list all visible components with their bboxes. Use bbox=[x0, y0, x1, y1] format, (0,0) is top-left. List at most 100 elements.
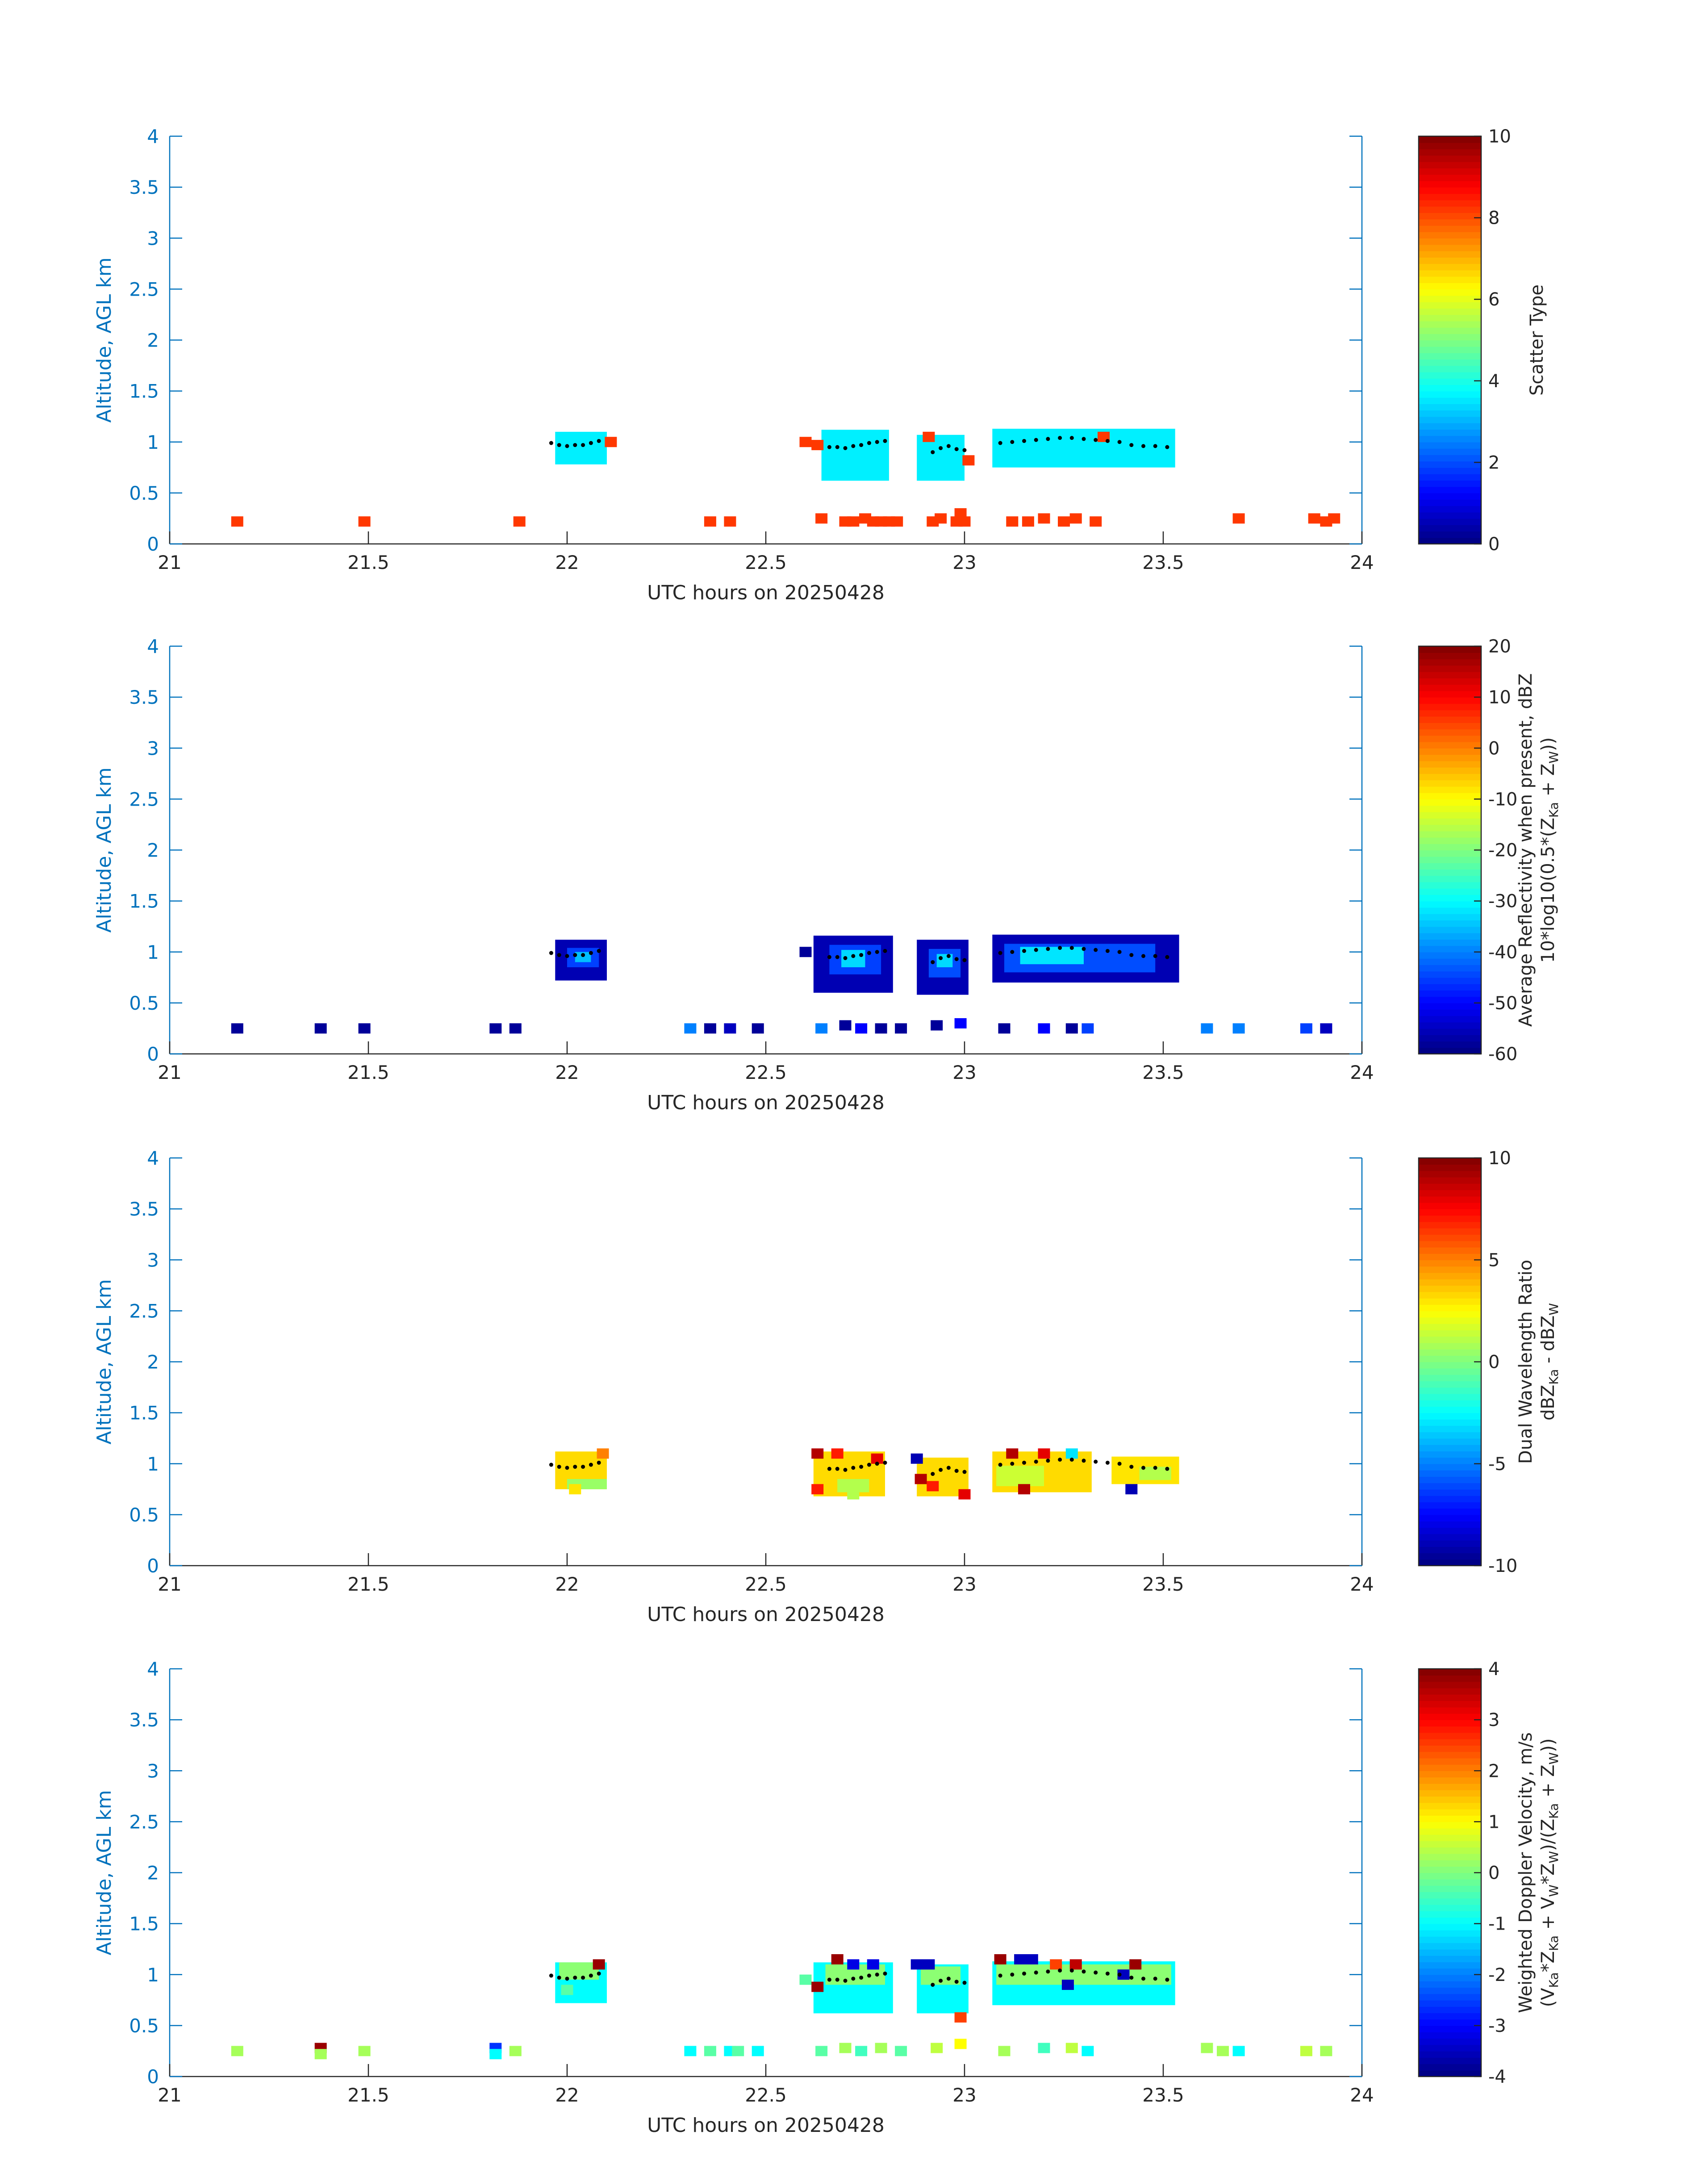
colorbar-step bbox=[1419, 684, 1481, 691]
y-tick-label: 0 bbox=[147, 533, 159, 555]
data-region bbox=[1020, 947, 1084, 965]
y-tick-label: 4 bbox=[147, 125, 159, 147]
colorbar-step bbox=[1419, 467, 1481, 474]
colorbar-step bbox=[1419, 327, 1481, 334]
cloud-base-dot bbox=[573, 443, 577, 447]
data-cell bbox=[1201, 1023, 1213, 1034]
colorbar-frame bbox=[1418, 135, 1482, 545]
colorbar-step bbox=[1419, 455, 1481, 462]
colorbar-tick-label: 10 bbox=[1488, 687, 1511, 708]
data-cell bbox=[1300, 2046, 1312, 2056]
data-cell bbox=[847, 1489, 860, 1500]
colorbar-step bbox=[1419, 1872, 1481, 1880]
colorbar-step bbox=[1419, 435, 1481, 443]
data-cell bbox=[954, 508, 967, 519]
plot-area bbox=[170, 1669, 1362, 2077]
colorbar-step bbox=[1419, 1847, 1481, 1854]
cloud-base-dot bbox=[946, 444, 951, 448]
colorbar-step bbox=[1419, 384, 1481, 392]
data-cell bbox=[752, 1023, 764, 1034]
cloud-base-dot bbox=[1165, 955, 1169, 959]
cloud-base-dot bbox=[549, 1462, 553, 1467]
colorbar-step bbox=[1419, 646, 1481, 653]
colorbar-step bbox=[1419, 1553, 1481, 1560]
colorbar-step bbox=[1419, 1438, 1481, 1445]
colorbar-step bbox=[1419, 754, 1481, 761]
x-tick-label: 23 bbox=[952, 2084, 976, 2106]
data-cell bbox=[847, 516, 860, 527]
cloud-base-dot bbox=[883, 1460, 887, 1465]
colorbar-step bbox=[1419, 1202, 1481, 1209]
cloud-base-dot bbox=[939, 446, 943, 450]
cloud-base-dot bbox=[1082, 1969, 1086, 1974]
data-cell bbox=[509, 2046, 522, 2056]
cloud-base-dot bbox=[843, 1978, 848, 1983]
cloud-base-dot bbox=[1069, 946, 1074, 950]
colorbar-step bbox=[1419, 710, 1481, 717]
colorbar-step bbox=[1419, 2057, 1481, 2064]
y-tick-label: 3 bbox=[147, 1249, 159, 1271]
cloud-base-dot bbox=[573, 1976, 577, 1980]
data-cell bbox=[1065, 2043, 1078, 2053]
colorbar-step bbox=[1419, 238, 1481, 245]
cloud-base-dot bbox=[1058, 1458, 1062, 1462]
cloud-base-dot bbox=[1105, 1971, 1110, 1976]
data-cell bbox=[839, 1020, 852, 1031]
colorbar-step bbox=[1419, 1751, 1481, 1759]
data-cell bbox=[931, 2043, 943, 2053]
data-cell bbox=[811, 1981, 824, 1992]
cloud-base-dot bbox=[1094, 948, 1098, 952]
colorbar: -4 -3 -2 -1 0 1 2 3 4 Weighted Doppler Velocity, … bbox=[1418, 1659, 1561, 2087]
x-tick-label: 22 bbox=[555, 552, 579, 573]
data-cell bbox=[891, 516, 903, 527]
data-region bbox=[575, 952, 591, 962]
colorbar-step bbox=[1419, 346, 1481, 353]
cloud-base-dot bbox=[835, 1467, 839, 1471]
colorbar-step bbox=[1419, 512, 1481, 519]
cloud-base-dot bbox=[1129, 1976, 1134, 1980]
y-tick-label: 3.5 bbox=[129, 1198, 159, 1220]
colorbar-step bbox=[1419, 257, 1481, 264]
colorbar-step bbox=[1419, 213, 1481, 220]
colorbar-step bbox=[1419, 1853, 1481, 1860]
colorbar-step bbox=[1419, 901, 1481, 908]
colorbar-step bbox=[1419, 1923, 1481, 1930]
cloud-base-dot bbox=[843, 446, 848, 450]
cloud-base-dot bbox=[946, 954, 951, 958]
data-cell bbox=[931, 1020, 943, 1031]
colorbar-step bbox=[1419, 1381, 1481, 1388]
colorbar-step bbox=[1419, 1489, 1481, 1496]
colorbar-step bbox=[1419, 518, 1481, 526]
colorbar-step bbox=[1419, 1375, 1481, 1382]
data-cell bbox=[1065, 1448, 1078, 1459]
colorbar-step bbox=[1419, 1304, 1481, 1312]
y-tick-label: 1 bbox=[147, 431, 159, 453]
colorbar-step bbox=[1419, 1022, 1481, 1029]
colorbar-tick-label: 1 bbox=[1488, 1812, 1499, 1832]
cloud-base-dot bbox=[867, 1973, 871, 1978]
cloud-base-dot bbox=[1069, 1458, 1074, 1462]
cloud-base-dot bbox=[1082, 437, 1086, 441]
colorbar-step bbox=[1419, 888, 1481, 895]
data-cell bbox=[831, 1954, 844, 1965]
cloud-base-dot bbox=[1046, 947, 1050, 951]
colorbar-tick-label: 4 bbox=[1488, 1659, 1499, 1680]
colorbar-step bbox=[1419, 1272, 1481, 1279]
cloud-base-dot bbox=[954, 1980, 959, 1984]
cloud-base-dot bbox=[549, 441, 553, 445]
colorbar-step bbox=[1419, 263, 1481, 271]
colorbar-step bbox=[1419, 187, 1481, 194]
data-region bbox=[917, 435, 965, 481]
data-cell bbox=[875, 2043, 887, 2053]
colorbar-step bbox=[1419, 506, 1481, 513]
x-tick-label: 21 bbox=[158, 1573, 181, 1595]
data-cell bbox=[231, 2046, 243, 2056]
colorbar-step bbox=[1419, 1758, 1481, 1765]
colorbar-step bbox=[1419, 665, 1481, 672]
colorbar-step bbox=[1419, 1809, 1481, 1816]
cloud-base-dot bbox=[827, 955, 831, 959]
y-tick-label: 0.5 bbox=[129, 1504, 159, 1526]
data-cell bbox=[1129, 1959, 1142, 1970]
